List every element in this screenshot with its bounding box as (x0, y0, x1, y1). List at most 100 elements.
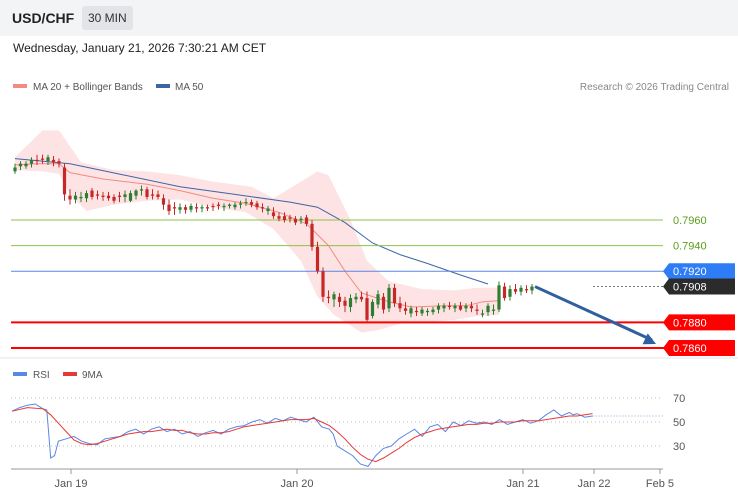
candle-body (161, 198, 166, 205)
candles (13, 154, 534, 323)
candle-body (62, 167, 67, 195)
candle-body (508, 289, 512, 297)
candle-body (321, 271, 325, 297)
candle-body (233, 204, 237, 208)
rsi-line (11, 403, 593, 467)
candle-body (337, 296, 342, 302)
candle-body (106, 195, 111, 199)
candle-body (51, 159, 56, 163)
candle-body (348, 298, 353, 308)
ma9-legend-label: 9MA (82, 370, 103, 381)
rsi-legend: RSI 9MA (13, 370, 103, 381)
candle-body (464, 305, 468, 309)
level-badges: 0.7960 0.7940 0.7920 0.7908 0.7880 0.7860 (663, 215, 735, 356)
candle-body (117, 195, 122, 197)
candle-body (436, 305, 441, 310)
candle-body (447, 305, 452, 308)
candle-body (486, 305, 490, 313)
candle-body (453, 305, 457, 309)
candle-body (18, 163, 23, 167)
candle-body (304, 217, 309, 224)
candle-body (249, 202, 254, 205)
time-axis-label: Feb 5 (646, 478, 674, 490)
candle-body (458, 305, 463, 310)
candle-body (266, 208, 270, 212)
time-axis-label: Jan 21 (506, 478, 539, 490)
rsi-legend-swatch (13, 372, 27, 376)
level-badge-pivot (663, 263, 735, 280)
candle-body (205, 207, 210, 209)
candle-body (128, 193, 133, 201)
rsi-tick-label: 30 (673, 441, 685, 453)
candle-body (519, 287, 523, 292)
candle-body (365, 298, 369, 320)
candle-body (95, 194, 100, 196)
level-badge-support (663, 314, 735, 331)
candle-body (134, 190, 138, 196)
candle-body (502, 286, 507, 299)
candle-body (354, 296, 358, 300)
candle-body (403, 308, 408, 311)
candle-body (431, 309, 435, 313)
bollinger-bands (15, 130, 499, 333)
ma50-line (14, 158, 489, 285)
candle-body (255, 203, 259, 208)
ma50-legend-label: MA 50 (175, 82, 204, 93)
candle-body (420, 309, 424, 314)
candle-body (200, 207, 204, 209)
candle-body (24, 163, 28, 167)
candle-body (332, 294, 336, 300)
candle-body (425, 310, 430, 313)
candle-body (167, 204, 171, 212)
forecast-arrow-shaft (534, 285, 653, 342)
candle-body (194, 207, 199, 209)
candle-body (299, 218, 303, 220)
candle-body (73, 195, 78, 200)
chart-header: USD/CHF 30 MIN (0, 0, 738, 36)
candle-body (40, 158, 45, 160)
candle-body (442, 305, 446, 309)
candle-body (414, 310, 419, 313)
time-axis-label: Jan 19 (54, 478, 87, 490)
rsi-tick-label: 70 (673, 393, 685, 405)
candle-body (359, 296, 364, 300)
forecast-arrow (534, 285, 656, 345)
candle-body (227, 204, 232, 206)
ma20-legend-swatch (13, 84, 27, 88)
candle-body (79, 196, 83, 199)
forecast-arrow-head (642, 333, 656, 345)
candle-body (183, 207, 188, 210)
candle-body (150, 194, 155, 196)
candle-body (139, 189, 144, 191)
time-axis-label: Jan 22 (577, 478, 610, 490)
symbol-label: USD/CHF (12, 10, 75, 26)
candle-body (409, 308, 413, 314)
candle-body (398, 303, 402, 309)
candle-body (475, 309, 479, 311)
main-legend: MA 20 + Bollinger Bands MA 50 Research ©… (13, 82, 729, 93)
candle-body (370, 301, 375, 316)
candle-body (68, 195, 72, 200)
candle-body (244, 202, 248, 204)
credit-text: Research © 2026 Trading Central (580, 82, 729, 93)
candle-body (392, 287, 397, 304)
candle-body (112, 196, 116, 201)
candle-body (145, 189, 149, 197)
candle-body (216, 204, 221, 206)
level-label-support: 0.7860 (673, 343, 707, 355)
candle-body (282, 216, 287, 220)
time-axis-label: Jan 20 (280, 478, 313, 490)
timeframe-badge[interactable]: 30 MIN (82, 6, 133, 30)
level-label-pivot: 0.7920 (673, 266, 707, 278)
level-label-last: 0.7908 (673, 282, 707, 294)
ma20-legend-label: MA 20 + Bollinger Bands (33, 82, 143, 93)
candle-body (310, 223, 314, 247)
level-badge-support (663, 340, 735, 356)
candle-body (343, 300, 347, 306)
candle-body (57, 161, 61, 164)
candle-body (101, 195, 105, 197)
candle-body (315, 246, 320, 272)
candle-body (222, 205, 226, 208)
candle-body (497, 285, 501, 310)
